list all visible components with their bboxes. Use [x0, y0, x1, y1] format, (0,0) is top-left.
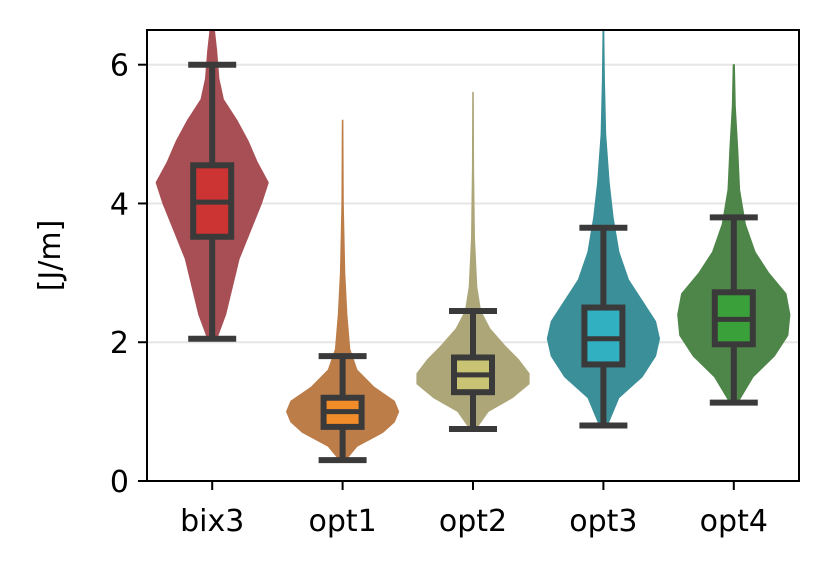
x-tick-label: opt2: [439, 504, 507, 539]
x-tick-label: opt1: [308, 504, 376, 539]
violin-opt2: [416, 91, 530, 430]
x-tick-label: opt3: [569, 504, 637, 539]
box-opt3: [581, 304, 626, 368]
axis-ticks: 0 2 4 6 bix3 opt1 opt2 opt3 opt4: [110, 49, 768, 539]
boxplots: [188, 61, 758, 464]
violin-opt1: [285, 119, 400, 461]
y-axis-label: [J/m]: [33, 220, 68, 292]
y-tick-label: 2: [110, 326, 129, 361]
x-tick-label: opt4: [700, 504, 768, 539]
y-tick-label: 4: [110, 187, 129, 222]
x-tick-label: bix3: [180, 504, 244, 539]
y-tick-label: 6: [110, 49, 129, 84]
y-tick-label: 0: [110, 465, 129, 500]
